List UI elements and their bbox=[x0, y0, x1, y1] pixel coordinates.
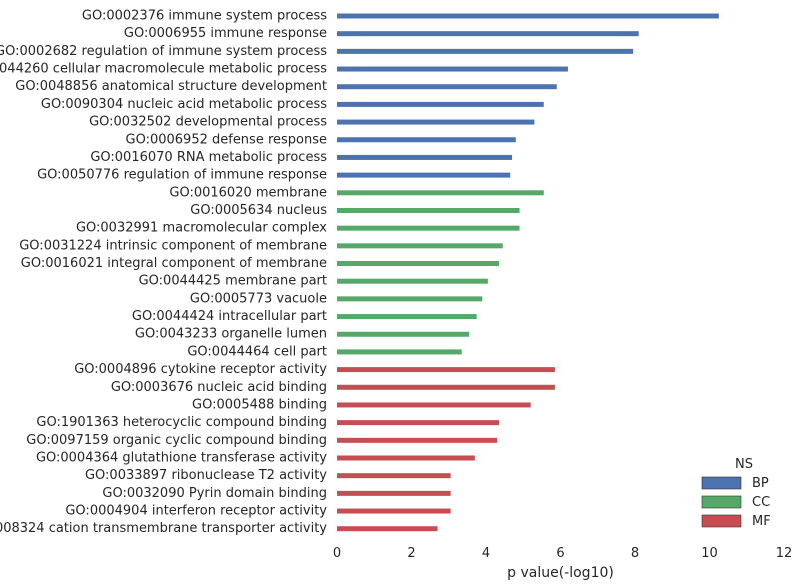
legend-swatch-mf bbox=[701, 514, 742, 528]
bar-mf bbox=[337, 473, 451, 479]
bar-mf bbox=[337, 526, 438, 532]
bar-mf bbox=[337, 384, 555, 390]
category-label: GO:0002682 regulation of immune system p… bbox=[0, 44, 327, 59]
bar-cc bbox=[337, 278, 488, 284]
category-label: GO:0048856 anatomical structure developm… bbox=[15, 79, 327, 94]
bar-cc bbox=[337, 225, 520, 231]
category-label: GO:0005773 vacuole bbox=[190, 291, 327, 306]
x-tick-label: 10 bbox=[701, 546, 718, 561]
bar-bp bbox=[337, 154, 513, 160]
bar-mf bbox=[337, 437, 498, 443]
bar-bp bbox=[337, 13, 719, 19]
bar-mf bbox=[337, 367, 555, 373]
category-label: GO:0097159 organic cyclic compound bindi… bbox=[26, 433, 327, 448]
category-label: GO:0044260 cellular macromolecule metabo… bbox=[0, 62, 327, 77]
bar-cc bbox=[337, 261, 500, 267]
bar-cc bbox=[337, 296, 483, 302]
category-label: GO:0032090 Pyrin domain binding bbox=[102, 486, 327, 501]
bar-bp bbox=[337, 137, 516, 143]
category-label: GO:0016020 membrane bbox=[169, 185, 327, 200]
category-label: GO:0002376 immune system process bbox=[82, 9, 327, 24]
bar-bp bbox=[337, 119, 535, 125]
category-label: GO:0004364 glutathione transferase activ… bbox=[36, 451, 327, 466]
bar-bp bbox=[337, 84, 557, 90]
x-axis-label: p value(-log10) bbox=[507, 565, 614, 581]
category-label: GO:0006952 defense response bbox=[126, 132, 328, 147]
category-label: GO:0006955 immune response bbox=[124, 26, 327, 41]
x-tick-label: 6 bbox=[556, 546, 564, 561]
legend: NS BP CC MF bbox=[701, 457, 771, 529]
category-labels: GO:0002376 immune system process GO:00069… bbox=[0, 9, 327, 537]
bar-mf bbox=[337, 490, 451, 496]
bar-bp bbox=[337, 48, 634, 54]
category-label: GO:0005488 binding bbox=[192, 397, 327, 412]
bars bbox=[337, 13, 719, 532]
category-label: GO:0044424 intracellular part bbox=[132, 309, 327, 324]
bar-mf bbox=[337, 402, 531, 408]
bar-mf bbox=[337, 508, 451, 514]
category-label: GO:0033897 ribonuclease T2 activity bbox=[85, 468, 327, 483]
bar-bp bbox=[337, 31, 639, 37]
bar-cc bbox=[337, 349, 462, 355]
bar-bp bbox=[337, 172, 511, 178]
bar-bp bbox=[337, 101, 544, 107]
category-label: GO:1901363 heterocyclic compound binding bbox=[36, 415, 327, 430]
x-tick-label: 2 bbox=[407, 546, 415, 561]
x-tick-label: 0 bbox=[333, 546, 341, 561]
category-label: GO:0090304 nucleic acid metabolic proces… bbox=[41, 97, 327, 112]
category-label: GO:0044425 membrane part bbox=[139, 274, 327, 289]
category-label: GO:0031224 intrinsic component of membra… bbox=[19, 238, 327, 253]
bar-cc bbox=[337, 243, 503, 249]
category-label: GO:0043233 organelle lumen bbox=[135, 327, 327, 342]
category-label: GO:0044464 cell part bbox=[187, 344, 327, 359]
bar-bp bbox=[337, 66, 568, 72]
category-label: GO:0032991 macromolecular complex bbox=[76, 221, 327, 236]
bar-cc bbox=[337, 190, 544, 196]
category-label: GO:0016070 RNA metabolic process bbox=[90, 150, 327, 165]
bar-mf bbox=[337, 420, 500, 426]
x-axis-ticks: 0 2 4 6 8 10 12 bbox=[333, 546, 792, 561]
legend-title: NS bbox=[735, 457, 753, 472]
category-label: GO:0004904 interferon receptor activity bbox=[65, 504, 327, 519]
legend-swatch-cc bbox=[701, 495, 742, 509]
x-tick-label: 8 bbox=[631, 546, 639, 561]
category-label: GO:0050776 regulation of immune response bbox=[37, 168, 327, 183]
category-label: GO:0003676 nucleic acid binding bbox=[111, 380, 327, 395]
x-tick-label: 12 bbox=[776, 546, 793, 561]
bar-cc bbox=[337, 331, 470, 337]
legend-label-bp: BP bbox=[752, 476, 769, 491]
legend-label-mf: MF bbox=[752, 514, 771, 529]
category-label: GO:0008324 cation transmembrane transpor… bbox=[0, 521, 327, 536]
category-label: GO:0032502 developmental process bbox=[89, 115, 327, 130]
category-label: GO:0005634 nucleus bbox=[190, 203, 327, 218]
bar-cc bbox=[337, 314, 477, 320]
category-label: GO:0016021 integral component of membran… bbox=[21, 256, 327, 271]
bar-mf bbox=[337, 455, 475, 461]
legend-label-cc: CC bbox=[752, 495, 770, 510]
category-label: GO:0004896 cytokine receptor activity bbox=[74, 362, 327, 377]
legend-swatch-bp bbox=[701, 476, 742, 490]
x-tick-label: 4 bbox=[482, 546, 490, 561]
bar-cc bbox=[337, 207, 520, 213]
